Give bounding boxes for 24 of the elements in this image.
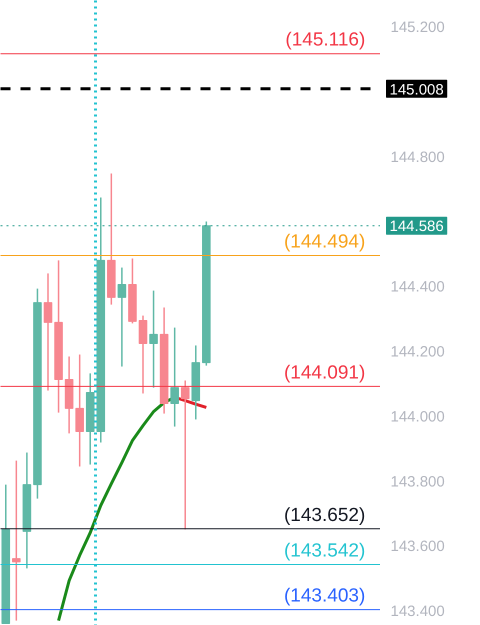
candlestick xyxy=(170,326,179,428)
ref-line-label: 145.008 xyxy=(390,81,444,98)
y-tick-label: 144.800 xyxy=(390,148,445,166)
candlestick xyxy=(138,314,148,394)
ref-line-label: (143.652) xyxy=(284,504,366,526)
y-tick-label: 145.200 xyxy=(390,18,445,36)
ref-line-label: (144.091) xyxy=(284,362,366,384)
ref-line-label: 144.586 xyxy=(390,218,444,236)
candlestick xyxy=(149,290,158,388)
candlestick xyxy=(180,380,190,530)
y-tick-label: 144.400 xyxy=(390,278,445,296)
y-tick-label: 144.200 xyxy=(390,343,445,360)
y-tick-label: 144.000 xyxy=(390,408,445,426)
y-tick-label: 143.400 xyxy=(390,603,445,620)
ref-line-label: (143.403) xyxy=(284,586,366,607)
candlestick xyxy=(12,460,21,622)
candlestick xyxy=(118,266,126,368)
candlestick xyxy=(44,272,52,392)
y-tick-label: 143.800 xyxy=(390,473,445,490)
ref-line-label: (145.116) xyxy=(285,30,366,51)
candlestick xyxy=(75,354,84,468)
ref-line-label: (143.542) xyxy=(284,540,366,562)
y-tick-label: 143.600 xyxy=(390,538,445,556)
ref-line-label: (144.494) xyxy=(284,232,366,253)
